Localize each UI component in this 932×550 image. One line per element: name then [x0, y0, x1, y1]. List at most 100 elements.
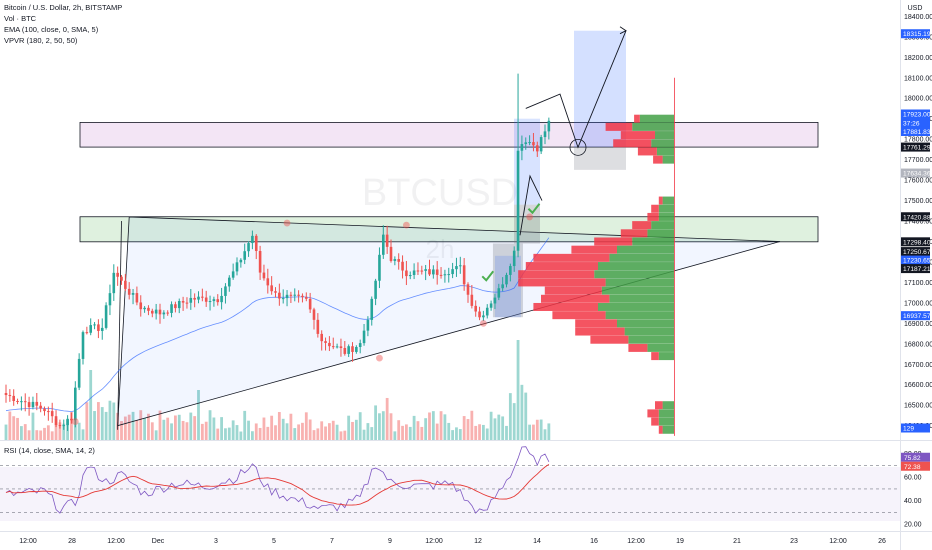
volume-bar	[366, 423, 370, 440]
price-badge-label: 17230.65	[903, 258, 931, 265]
candle-body	[285, 294, 289, 299]
volume-bar	[104, 411, 108, 440]
volume-bar	[200, 423, 204, 440]
candle-body	[97, 324, 100, 331]
rsi-tick: 40.00	[904, 498, 922, 505]
volume-bar	[277, 412, 281, 440]
candle-body	[382, 234, 385, 255]
candle-body	[447, 274, 451, 276]
volume-bar	[23, 424, 27, 440]
time-tick: 19	[676, 538, 684, 545]
vpvr-up-bar	[662, 196, 674, 205]
vpvr-down-bar	[655, 401, 663, 410]
price-tick: 16600.00	[904, 382, 932, 389]
candle-body	[31, 401, 35, 408]
rsi-legend[interactable]: RSI (14, close, SMA, 14, 2)	[4, 446, 95, 455]
volume-bar	[251, 431, 254, 440]
candle-body	[212, 299, 216, 302]
candle-body	[16, 400, 19, 402]
volume-bar	[12, 416, 16, 440]
candle-body	[439, 274, 443, 276]
volume-bar	[235, 425, 239, 440]
candle-body	[297, 294, 300, 296]
volume-bar	[147, 413, 150, 440]
volume-bar	[231, 420, 235, 440]
volume-bar	[181, 420, 185, 440]
volume-bar	[43, 427, 46, 440]
candle-body	[358, 343, 362, 348]
vpvr-down-bar	[575, 327, 625, 336]
price-badge	[901, 212, 930, 222]
vpvr-up-bar	[647, 229, 674, 238]
rsi-tick: 60.00	[904, 475, 922, 482]
volume-bar	[347, 415, 351, 440]
candle-body	[470, 294, 474, 306]
volume-bar	[89, 370, 93, 440]
impulse-path	[519, 174, 543, 236]
vpvr-down-bar	[541, 294, 610, 303]
candle-body	[397, 259, 400, 262]
candle-body	[432, 269, 435, 275]
candle-body	[274, 291, 277, 293]
candle-body	[239, 259, 243, 263]
ema-legend[interactable]: EMA (100, close, 0, SMA, 5)	[4, 25, 99, 34]
watermark-timeframe: 2h	[426, 234, 455, 264]
candle-body	[497, 288, 501, 298]
volume-bar	[70, 412, 73, 440]
price-tick: 17500.00	[904, 198, 932, 205]
time-tick: 16	[590, 538, 598, 545]
volume-bar	[316, 428, 320, 440]
candle-body	[408, 275, 412, 277]
volume-bar	[123, 416, 127, 440]
vpvr-up-bar	[594, 270, 674, 279]
pivot-marker	[71, 418, 79, 425]
candle-body	[62, 425, 66, 427]
volume-bar	[135, 420, 139, 440]
volume-bar	[289, 413, 293, 440]
candle-body	[124, 280, 127, 289]
volume-bar	[524, 392, 528, 440]
volume-bar	[451, 430, 454, 440]
volume-bar	[308, 419, 312, 440]
volume-bar	[254, 423, 258, 440]
candle-body	[281, 298, 285, 300]
volume-bar	[274, 425, 277, 440]
price-tick: 18200.00	[904, 55, 932, 62]
volume-legend[interactable]: Vol · BTC	[4, 14, 37, 23]
volume-bar	[46, 425, 50, 440]
candle-body	[74, 387, 77, 421]
volume-bar	[532, 424, 535, 440]
volume-bar	[416, 421, 420, 440]
volume-bar	[512, 403, 516, 440]
price-badge	[901, 423, 930, 433]
candle-body	[8, 395, 12, 397]
triangle-left-edge	[117, 221, 122, 430]
volume-bar	[547, 423, 551, 440]
vpvr-up-bar	[632, 237, 674, 246]
candle-body	[254, 235, 258, 251]
price-badge-label: 16937.57	[903, 313, 931, 320]
volume-bar	[58, 422, 62, 440]
time-tick: 5	[272, 538, 276, 545]
volume-bar	[85, 402, 89, 440]
vpvr-legend[interactable]: VPVR (180, 2, 50, 50)	[4, 36, 78, 45]
volume-bar	[412, 415, 416, 440]
vpvr-up-bar	[609, 253, 674, 262]
vpvr-up-bar	[651, 139, 674, 148]
candle-body	[355, 347, 358, 352]
candle-body	[489, 303, 493, 308]
candle-body	[405, 270, 408, 277]
candle-body	[27, 402, 31, 408]
candle-body	[324, 341, 327, 343]
volume-bar	[73, 420, 77, 440]
volume-bar	[239, 431, 243, 440]
volume-bar	[100, 407, 104, 440]
candle-body	[435, 269, 439, 275]
rsi-line	[5, 446, 550, 514]
symbol-legend[interactable]: Bitcoin / U.S. Dollar, 2h, BITSTAMP	[4, 3, 123, 12]
volume-bar	[455, 427, 458, 440]
volume-bar	[389, 413, 393, 440]
vpvr-up-bar	[609, 294, 674, 303]
volume-bar	[31, 412, 35, 440]
